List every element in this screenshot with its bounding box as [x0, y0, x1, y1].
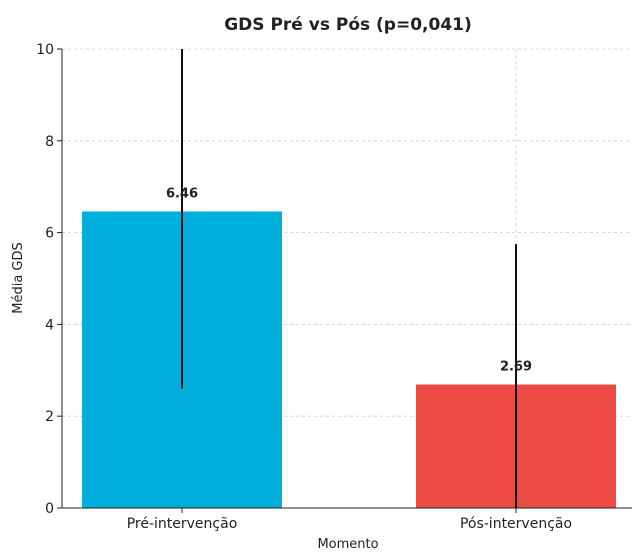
error-bars-group: [181, 49, 517, 508]
bars-group: [82, 211, 616, 508]
y-ticks-group: 0 2 4 6 8 10: [36, 42, 62, 517]
y-tick-label: 4: [45, 317, 54, 333]
x-tick-label: Pós-intervenção: [460, 516, 572, 532]
x-ticks-group: Pré-intervenção Pós-intervenção: [127, 508, 572, 532]
x-tick-label: Pré-intervenção: [127, 516, 238, 532]
y-tick-label: 8: [45, 134, 54, 150]
data-label-1: 6.46: [166, 186, 198, 201]
x-axis-label: Momento: [317, 537, 378, 552]
y-axis-label: Média GDS: [11, 242, 26, 314]
chart-title: GDS Pré vs Pós (p=0,041): [224, 15, 472, 35]
y-tick-label: 2: [45, 409, 54, 425]
axes-group: [61, 49, 632, 509]
data-labels-group: 6.46 2.69: [166, 186, 532, 374]
y-tick-label: 6: [45, 226, 54, 242]
y-tick-label: 10: [36, 42, 54, 58]
data-label-2: 2.69: [500, 360, 532, 375]
y-tick-label: 0: [45, 501, 54, 517]
